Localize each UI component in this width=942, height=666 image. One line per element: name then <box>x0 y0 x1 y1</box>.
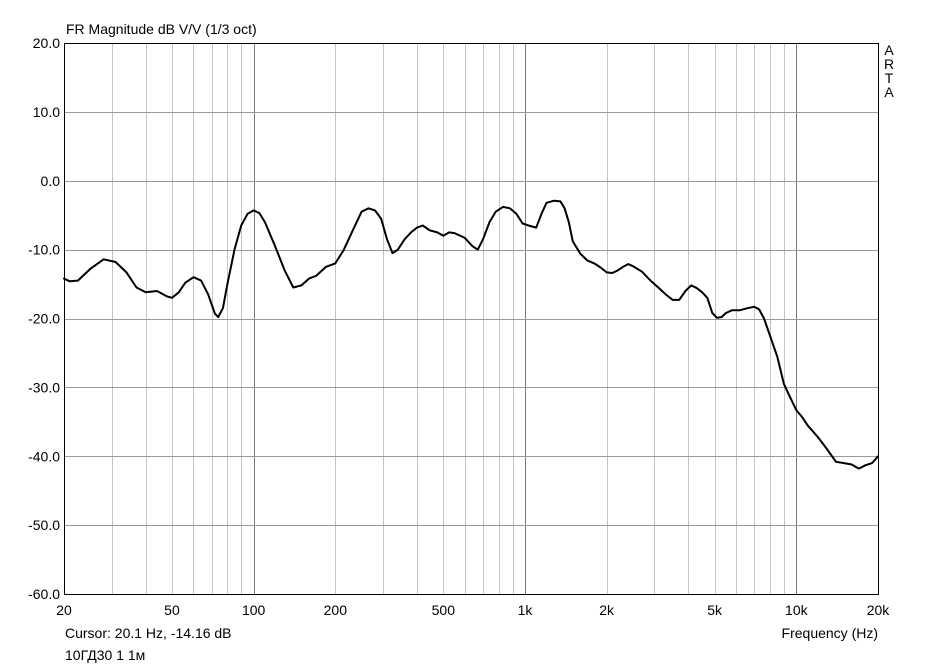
plot-frame <box>64 43 879 595</box>
y-tick-label: -50.0 <box>28 517 60 533</box>
y-tick-label: 0.0 <box>41 173 61 189</box>
series-line <box>63 199 879 470</box>
x-axis-label: Frequency (Hz) <box>781 625 878 641</box>
x-tick-label: 10k <box>785 602 809 618</box>
brand-letter: T <box>884 70 894 86</box>
series-group <box>63 199 879 470</box>
x-tick-label: 200 <box>324 602 348 618</box>
y-tick-label: 20.0 <box>33 35 60 51</box>
x-tick-label: 50 <box>164 602 180 618</box>
y-tick-label: -20.0 <box>28 311 60 327</box>
grid <box>64 43 878 594</box>
x-tick-label: 500 <box>432 602 456 618</box>
y-tick-label: -60.0 <box>28 586 60 602</box>
y-tick-label: -40.0 <box>28 448 60 464</box>
measurement-caption: 10ГД30 1 1м <box>65 647 146 663</box>
brand-letter: A <box>884 84 894 100</box>
x-tick-label: 100 <box>242 602 266 618</box>
x-tick-label: 20 <box>56 602 72 618</box>
x-tick-label: 2k <box>599 602 615 618</box>
x-tick-label: 1k <box>518 602 534 618</box>
x-tick-label: 20k <box>867 602 891 618</box>
chart-title: FR Magnitude dB V/V (1/3 oct) <box>66 21 257 37</box>
y-tick-label: -30.0 <box>28 379 60 395</box>
x-tick-label: 5k <box>707 602 723 618</box>
brand-letter: A <box>884 42 894 58</box>
y-tick-labels: 20.0 10.0 0.0 -10.0 -20.0 -30.0 -40.0 -50.0 -60.… <box>28 35 60 602</box>
brand-letter: R <box>884 56 895 72</box>
x-tick-labels: 20 50 100 200 500 1k 2k 5k 10k 20k <box>56 602 890 618</box>
brand-watermark: A R T A <box>884 43 894 99</box>
y-tick-label: -10.0 <box>28 242 60 258</box>
cursor-readout: Cursor: 20.1 Hz, -14.16 dB <box>65 625 232 641</box>
y-tick-label: 10.0 <box>33 104 60 120</box>
